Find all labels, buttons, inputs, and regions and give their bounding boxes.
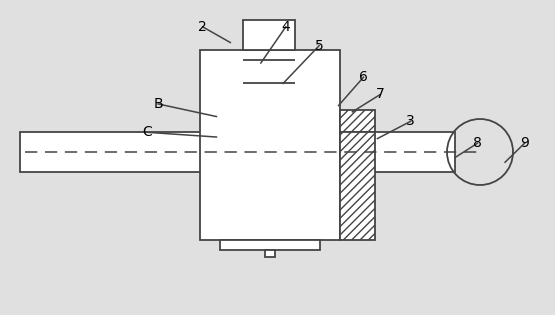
Text: 5: 5 bbox=[315, 39, 324, 53]
Bar bbox=[340, 110, 375, 132]
Text: 7: 7 bbox=[376, 88, 385, 101]
Text: B: B bbox=[153, 97, 163, 111]
Text: 9: 9 bbox=[520, 136, 529, 150]
Bar bbox=[265, 250, 275, 257]
Bar bbox=[200, 50, 340, 240]
Bar bbox=[243, 20, 295, 50]
Bar bbox=[20, 132, 340, 172]
Bar bbox=[340, 132, 455, 172]
Text: 8: 8 bbox=[473, 136, 482, 150]
Text: 3: 3 bbox=[406, 114, 415, 128]
Bar bbox=[220, 240, 320, 250]
Text: 4: 4 bbox=[281, 20, 290, 34]
Text: 2: 2 bbox=[198, 20, 207, 34]
Text: 6: 6 bbox=[359, 70, 368, 84]
Text: C: C bbox=[142, 125, 152, 139]
Bar bbox=[340, 132, 375, 240]
